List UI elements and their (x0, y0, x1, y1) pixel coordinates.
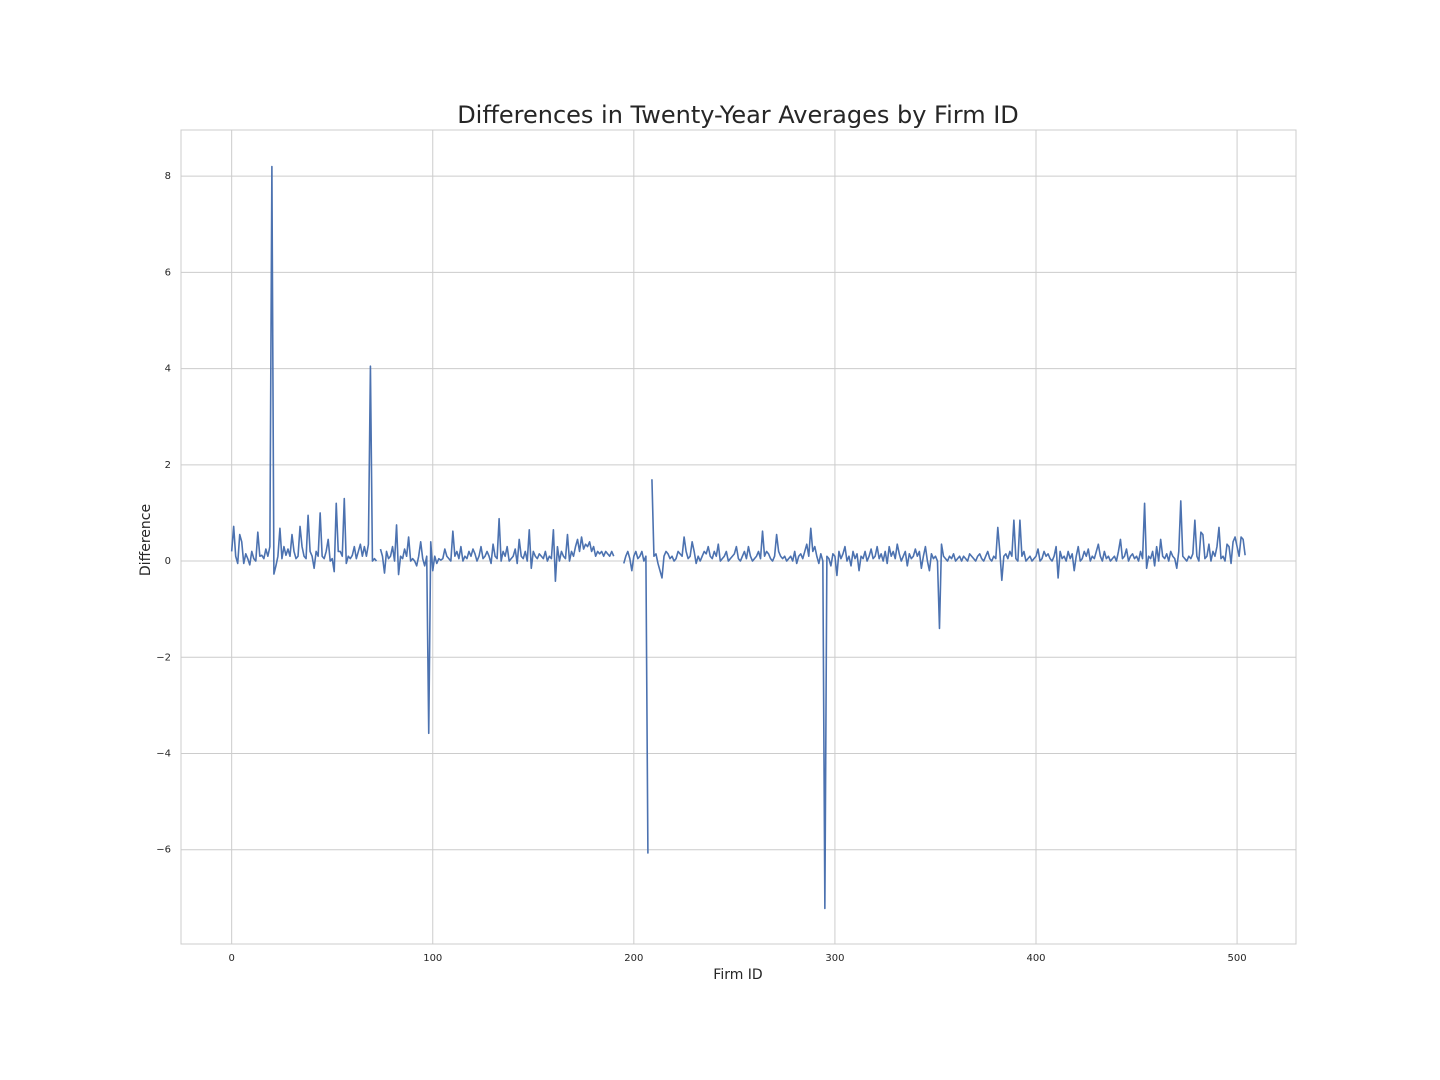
y-tick-label: 0 (165, 556, 171, 567)
y-tick-label: 6 (165, 267, 171, 278)
y-tick-label: −6 (156, 845, 171, 856)
plot-frame (180, 129, 1297, 945)
x-tick-label: 400 (1026, 953, 1045, 964)
chart-title: Differences in Twenty-Year Averages by F… (457, 101, 1019, 129)
data-line (230, 165, 1246, 910)
x-tick-label: 300 (825, 953, 844, 964)
x-axis-label: Firm ID (713, 967, 762, 983)
y-tick-label: −4 (156, 748, 171, 759)
y-tick-label: −2 (156, 652, 171, 663)
x-tick-label: 0 (228, 953, 234, 964)
y-tick-label: 2 (165, 460, 171, 471)
y-tick-label: 8 (165, 171, 171, 182)
x-tick-label: 500 (1228, 953, 1247, 964)
x-tick-label: 200 (624, 953, 643, 964)
y-tick-label: 4 (165, 364, 171, 375)
x-tick-label: 100 (423, 953, 442, 964)
y-axis-label: Difference (138, 504, 154, 576)
